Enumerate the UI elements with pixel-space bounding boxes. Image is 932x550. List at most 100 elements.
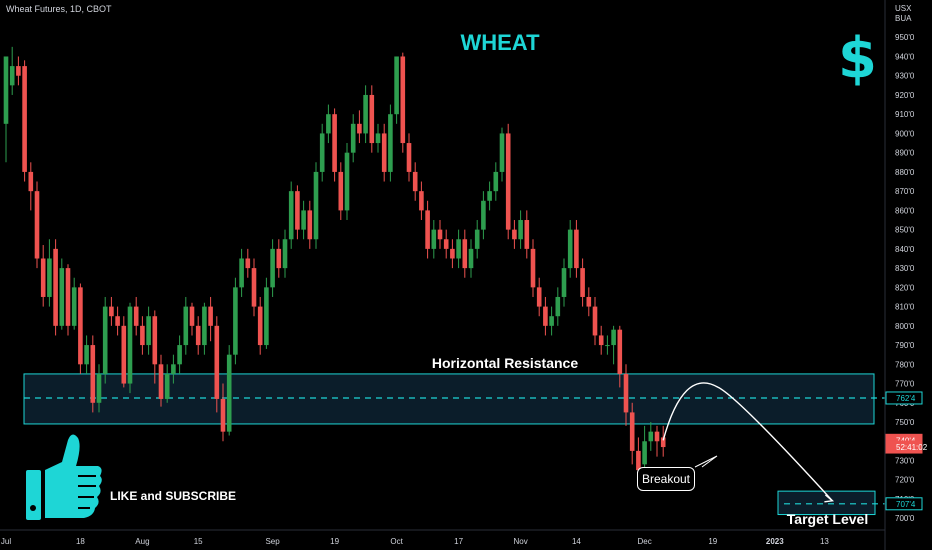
candle-body	[394, 56, 399, 115]
price-tick-label: 900'0	[895, 129, 915, 138]
candle-body	[319, 133, 325, 172]
price-tick-label: 780'0	[895, 360, 915, 369]
like-subscribe-text: LIKE and SUBSCRIBE	[110, 489, 237, 503]
price-tick-label: 770'0	[895, 380, 915, 389]
candle-body	[549, 316, 554, 326]
candle-body	[146, 316, 151, 346]
price-badge-label: 762'4	[896, 394, 916, 403]
thumbs-up-icon	[26, 434, 102, 520]
candle-body	[65, 268, 71, 326]
time-tick-label: Jul	[1, 537, 11, 546]
price-tick-label: 940'0	[895, 52, 915, 61]
time-tick-label: Aug	[135, 537, 149, 546]
candle-body	[22, 66, 27, 172]
candle-body	[592, 306, 598, 336]
candle-body	[623, 373, 629, 413]
candle-body	[481, 200, 486, 230]
candle-body	[78, 287, 83, 365]
candle-body	[220, 398, 226, 432]
candle-body	[629, 412, 635, 451]
price-tick-label: 860'0	[895, 206, 915, 215]
candle-body	[425, 210, 430, 249]
target-zone	[777, 490, 876, 516]
breakout-pointer	[694, 455, 718, 468]
time-tick-label: 2023	[766, 537, 784, 546]
thumb-cuff	[26, 470, 41, 520]
candle-body	[450, 248, 455, 259]
candle-body	[226, 354, 232, 432]
time-tick-label: Dec	[637, 537, 651, 546]
candle-body	[586, 296, 592, 307]
price-tick-label: 920'0	[895, 91, 915, 100]
candle-body	[109, 306, 114, 317]
candle-body	[3, 56, 9, 124]
candle-body	[326, 114, 331, 134]
candle-body	[344, 152, 350, 211]
candle-body	[257, 306, 263, 346]
candle-body	[40, 258, 46, 297]
candle-body	[474, 229, 480, 249]
candle-body	[313, 171, 319, 240]
price-tick-label: 730'0	[895, 457, 915, 466]
candle-body	[96, 373, 102, 403]
price-badge	[885, 440, 923, 454]
time-tick-label: Oct	[390, 537, 403, 546]
time-tick-label: 15	[194, 537, 203, 546]
candle-body	[28, 171, 34, 192]
time-tick-label: 19	[330, 537, 339, 546]
price-tick-label: 890'0	[895, 149, 915, 158]
candle-body	[288, 191, 294, 240]
candle-body	[536, 287, 542, 307]
price-tick-label: 850'0	[895, 226, 915, 235]
time-axis[interactable]: Jul 18 Aug 15 Sep 19 Oct 17 Nov 14 Dec 19 2023 13	[1, 537, 830, 546]
candle-body	[102, 306, 108, 374]
price-tick-label: 950'0	[895, 33, 915, 42]
dollar-icon: $	[838, 26, 877, 91]
candle-body	[660, 437, 666, 448]
time-tick-label: 14	[572, 537, 581, 546]
candle-body	[462, 239, 468, 269]
price-tick-label: 750'0	[895, 418, 915, 427]
candle-body	[499, 133, 505, 172]
candle-body	[9, 66, 15, 86]
candle-body	[301, 210, 306, 230]
candle-body	[164, 373, 170, 399]
candle-body	[90, 345, 96, 403]
candle-body	[505, 133, 511, 230]
candle-body	[47, 258, 52, 297]
projection-path	[662, 382, 833, 502]
candle-body	[437, 229, 443, 240]
candle-body	[270, 248, 275, 288]
projection-arrowhead	[824, 494, 835, 503]
candle-body	[140, 325, 145, 346]
candle-body	[202, 306, 207, 346]
candle-body	[642, 441, 647, 465]
price-tick-label: 720'0	[895, 476, 915, 485]
time-tick-label: Nov	[513, 537, 527, 546]
candle-body	[468, 248, 474, 269]
candle-body	[53, 248, 58, 326]
price-badge-label: 52:41:02	[896, 443, 928, 452]
candle-body	[115, 316, 120, 326]
price-tick-label: 800'0	[895, 322, 915, 331]
candle-body	[567, 229, 573, 269]
candle-body	[214, 325, 220, 399]
chart-title: WHEAT	[460, 30, 540, 55]
candle-body	[369, 94, 375, 144]
candle-body	[561, 268, 567, 297]
candle-body	[512, 229, 517, 240]
candle-body	[598, 335, 604, 346]
breakout-callout: Breakout	[637, 467, 695, 491]
price-tick-label: 840'0	[895, 245, 915, 254]
unit-label: BUA	[895, 14, 912, 23]
price-tick-label: 700'0	[895, 514, 915, 523]
candle-body	[195, 325, 201, 346]
candle-body	[617, 329, 623, 374]
candle-body	[177, 345, 182, 365]
candle-body	[171, 364, 176, 374]
candle-body	[605, 345, 610, 347]
candle-body	[530, 248, 536, 288]
candle-body	[412, 171, 418, 192]
price-tick-label: 870'0	[895, 187, 915, 196]
